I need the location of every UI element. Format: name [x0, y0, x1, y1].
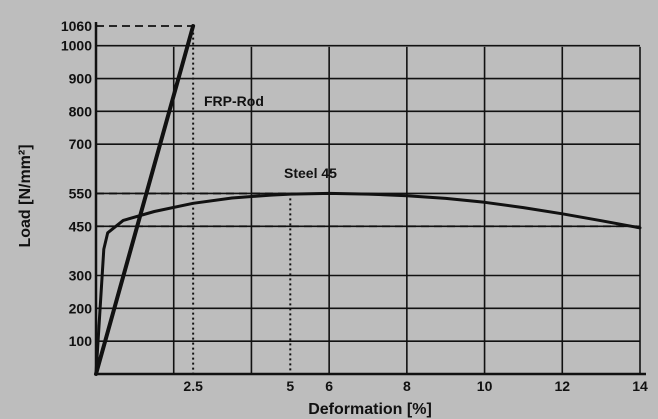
y-axis-label: Load [N/mm²]: [17, 144, 34, 247]
x-tick-label-2: 6: [325, 378, 333, 394]
y-tick-label-2: 300: [69, 268, 93, 284]
y-tick-label-1: 200: [69, 300, 93, 316]
y-tick-label-9: 1060: [61, 18, 92, 34]
tick-labels: 100 200 300 450 550 700 800 900 1000 1060 2.5 5 6 8 10…: [61, 18, 648, 394]
y-tick-label-8: 1000: [61, 38, 92, 54]
series-label-frp-rod: FRP-Rod: [204, 93, 264, 109]
y-tick-label-0: 100: [69, 333, 93, 349]
y-tick-label-6: 800: [69, 103, 93, 119]
x-tick-label-0: 2.5: [183, 378, 203, 394]
series-line-0: [94, 24, 196, 376]
y-tick-label-7: 900: [69, 71, 93, 87]
y-tick-label-3: 450: [69, 218, 93, 234]
series-line-1: [94, 191, 642, 376]
x-tick-label-3: 8: [403, 378, 411, 394]
y-tick-label-4: 550: [69, 185, 93, 201]
axes: [94, 22, 646, 376]
x-axis-label: Deformation [%]: [308, 401, 432, 418]
series-group: [94, 24, 642, 376]
x-tick-label-4: 10: [477, 378, 493, 394]
x-tick-label-5: 12: [554, 378, 570, 394]
y-tick-label-5: 700: [69, 136, 93, 152]
grid: [96, 44, 641, 374]
x-tick-label-6: 14: [632, 378, 648, 394]
x-tick-label-1: 5: [286, 378, 294, 394]
labels: Deformation [%] Load [N/mm²] FRP-Rod Ste…: [17, 93, 432, 418]
series-label-steel-45: Steel 45: [284, 165, 337, 181]
